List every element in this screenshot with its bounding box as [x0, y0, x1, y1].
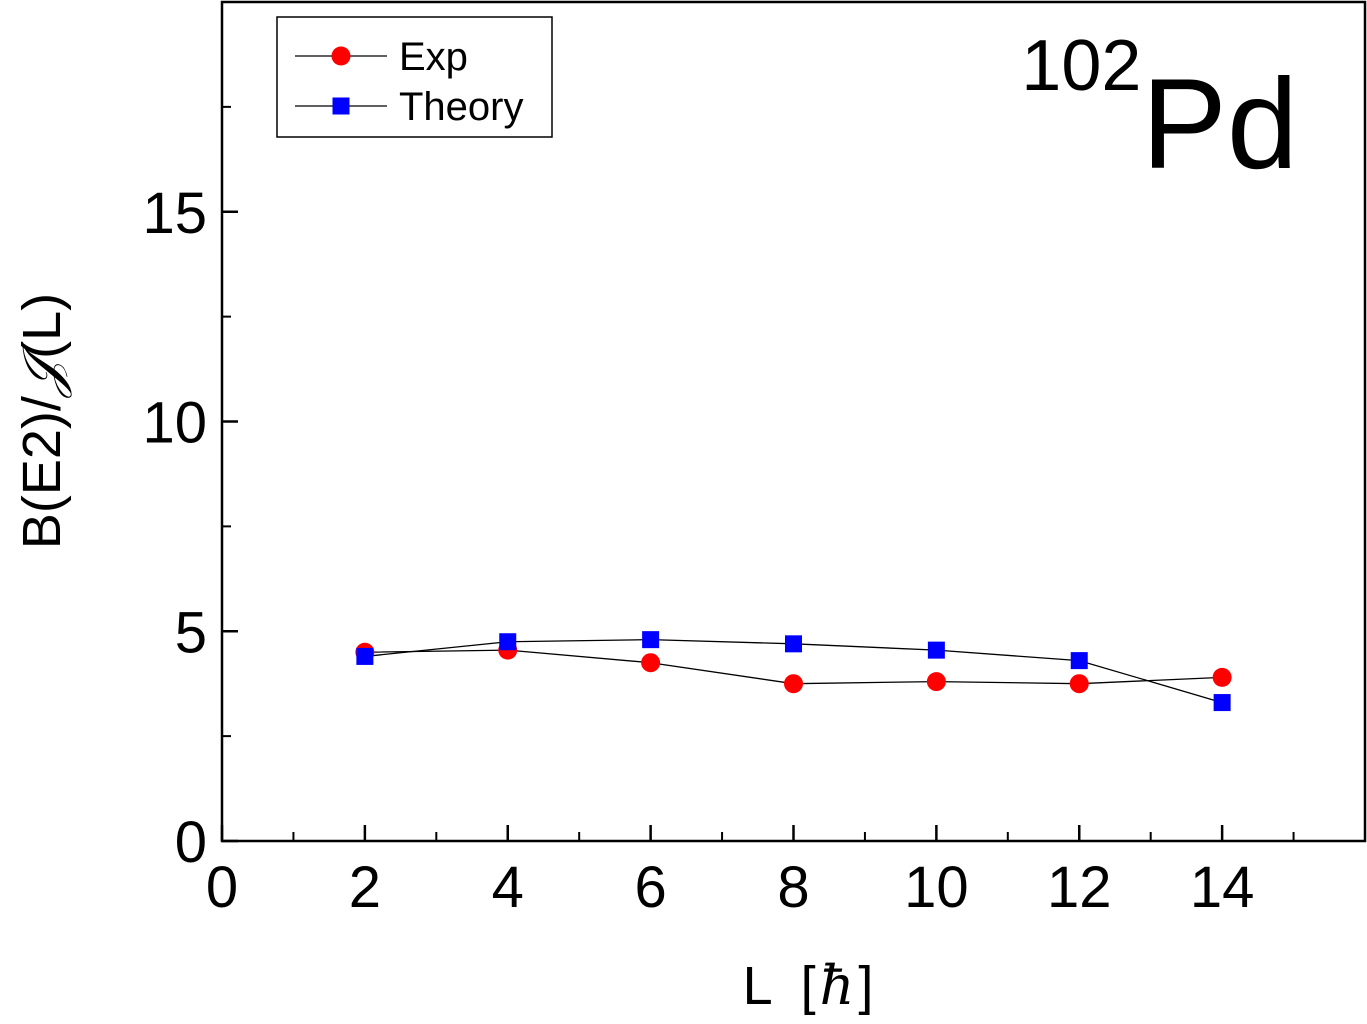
x-axis-unit-close: ]: [858, 956, 873, 1016]
x-tick-label: 10: [904, 855, 969, 920]
x-tick-labels: 0 2 4 6 8 10 12 14: [206, 855, 1255, 920]
data-point-theory: [499, 633, 517, 651]
y-tick-label: 10: [142, 391, 207, 456]
major-ticks: [220, 210, 1224, 843]
isotope-annotation: 102Pd: [1021, 26, 1298, 196]
x-tick-label: 0: [206, 855, 238, 920]
data-point-exp: [784, 674, 803, 694]
data-point-theory: [1070, 652, 1088, 670]
legend-box: [276, 16, 553, 138]
legend-entries: Exp Theory: [295, 35, 524, 129]
legend-marker-theory: [332, 97, 350, 115]
series-markers: [355, 631, 1232, 712]
data-point-exp: [926, 672, 946, 692]
data-point-theory: [356, 647, 374, 665]
data-point-theory: [927, 641, 945, 659]
data-point-theory: [1213, 694, 1231, 712]
x-tick-label: 14: [1190, 855, 1255, 920]
minor-ticks: [222, 105, 1295, 841]
y-axis-title: B(E2)/𝒥(L): [10, 293, 73, 549]
x-tick-label: 12: [1047, 855, 1112, 920]
isotope-element-symbol: Pd: [1141, 53, 1298, 196]
y-tick-label: 0: [175, 810, 207, 875]
x-tick-label: 2: [349, 855, 381, 920]
y-tick-label: 5: [175, 600, 207, 665]
isotope-mass-number: 102: [1021, 26, 1141, 106]
legend-label-exp: Exp: [399, 35, 468, 79]
data-point-exp: [1069, 674, 1089, 694]
data-point-exp: [1212, 667, 1232, 687]
x-axis-title: L [ħ]: [743, 954, 874, 1017]
legend: Exp Theory: [276, 16, 553, 138]
data-point-theory: [642, 631, 660, 649]
x-tick-label: 4: [492, 855, 524, 920]
data-point-exp: [641, 653, 661, 673]
x-tick-label: 6: [634, 855, 666, 920]
x-axis-title-variable: L: [743, 956, 773, 1016]
legend-marker-exp: [331, 46, 351, 66]
x-tick-label: 8: [777, 855, 809, 920]
y-tick-label: 15: [142, 181, 207, 246]
y-axis-title-suffix: (L): [12, 293, 72, 359]
legend-label-theory: Theory: [399, 85, 524, 129]
x-axis-unit-symbol: ħ: [820, 954, 855, 1017]
data-point-theory: [785, 635, 802, 653]
y-tick-labels: 0 5 10 15: [142, 181, 207, 875]
x-axis-unit-open: [: [801, 956, 816, 1016]
y-axis-title-prefix: B(E2)/: [12, 396, 72, 549]
